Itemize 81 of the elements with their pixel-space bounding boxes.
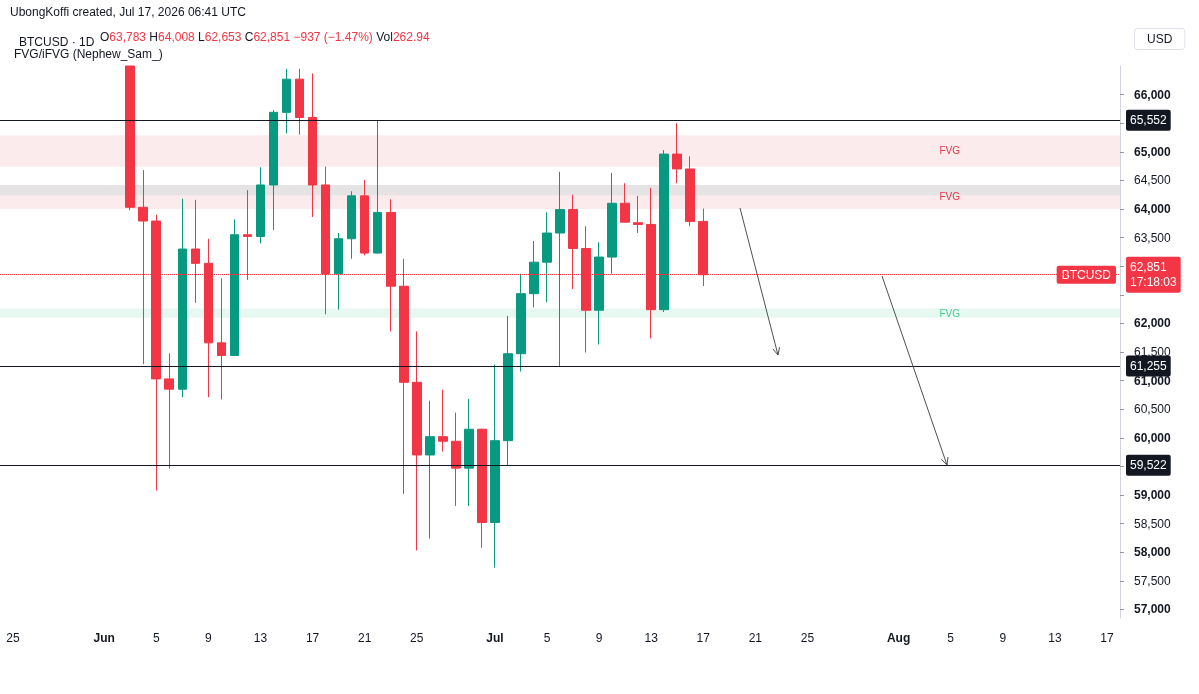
y-tick-label: 57,000 [1134,602,1172,617]
x-tick-label: 5 [152,631,160,645]
x-tick-label: 25 [800,631,815,645]
ref-line-label: 65,552 [1130,113,1168,128]
y-tick-label: 62,000 [1134,316,1172,331]
x-tick-label: 13 [253,631,268,645]
candlestick [125,65,135,211]
candlestick [607,172,617,275]
candlestick [412,330,422,551]
candlestick [542,211,552,303]
x-tick-label: 17 [305,631,320,645]
candlestick [620,182,630,223]
candlestick [347,190,356,260]
x-tick-label: 9 [999,631,1007,645]
candlestick [555,171,565,367]
candlestick [438,389,448,453]
x-tick-label: 21 [357,631,372,645]
ref-line-label: 61,255 [1130,359,1168,374]
annotation: BTCUSD [1061,267,1112,282]
y-tick-label: 61,000 [1134,373,1172,388]
x-tick-label: 25 [410,631,424,645]
candlestick [308,72,317,218]
x-tick-label: 5 [543,631,551,645]
candlestick [360,179,369,256]
x-tick-label: 25 [6,631,21,645]
band-label: FVG [939,191,961,203]
candlestick [503,315,513,466]
candlestick [373,119,382,255]
x-tick-label: 9 [205,631,213,645]
x-tick-label: 17 [1100,631,1114,645]
candlestick [295,68,304,136]
candlestick [464,398,474,507]
x-tick-label: 21 [748,631,763,645]
candlestick [633,195,643,234]
candlestick [685,155,695,227]
candlestick [594,241,604,346]
candlestick [334,232,343,311]
candlestick [164,352,174,470]
text: O63,783 H64,008 L62,653 C62,851 −937 (−1.47%) Vol262.94 [100,30,430,44]
candlestick [178,198,187,398]
candlestick [269,109,278,231]
candlestick [516,273,526,372]
candlestick [217,277,226,400]
y-tick-label: 58,500 [1134,516,1172,531]
y-axis-title: USD [1147,32,1173,46]
y-tick-label: 65,000 [1134,144,1172,159]
y-tick-label: 63,500 [1134,230,1172,245]
y-tick-label: 61,500 [1134,345,1172,360]
y-tick-label: 60,000 [1134,430,1172,445]
x-tick-label: Jul [486,631,504,645]
candlestick [256,166,265,244]
y-tick-label: 64,500 [1134,173,1172,188]
candlestick [477,428,487,549]
text: UbongKoffi created, Jul 17, 2026 06:41 UTC [10,5,247,19]
y-tick-label: 57,500 [1134,573,1172,588]
y-tick-label: 64,000 [1134,202,1172,217]
x-tick-label: 13 [1048,631,1062,645]
candlestick [672,122,682,184]
x-tick-label: Aug [886,631,911,645]
x-tick-label: 9 [595,631,603,645]
candlestick [659,149,669,313]
candlestick [490,364,500,569]
x-tick-label: 13 [644,631,659,645]
text: FVG/iFVG (Nephew_Sam_) [14,47,163,61]
candlestick [230,218,239,357]
x-tick-label: 17 [696,631,711,645]
y-tick-label: 59,000 [1134,488,1172,503]
band-label: FVG [939,145,961,157]
x-tick-label: 5 [947,631,955,645]
candlestick [425,400,435,539]
x-tick-label: Jun [93,631,115,645]
band-label: FVG [939,307,961,319]
candlestick [282,68,291,134]
candlestick [451,412,461,507]
ref-line-label: 62,851 17:18:03 [1130,260,1178,290]
chart-title: BTCUSD · 1D [19,35,95,49]
y-tick-label: 58,000 [1134,545,1172,560]
candlestick [529,240,539,308]
y-tick-label: 66,000 [1134,87,1172,102]
y-tick-label: 60,500 [1134,402,1172,417]
ref-line-label: 59,522 [1130,458,1168,473]
